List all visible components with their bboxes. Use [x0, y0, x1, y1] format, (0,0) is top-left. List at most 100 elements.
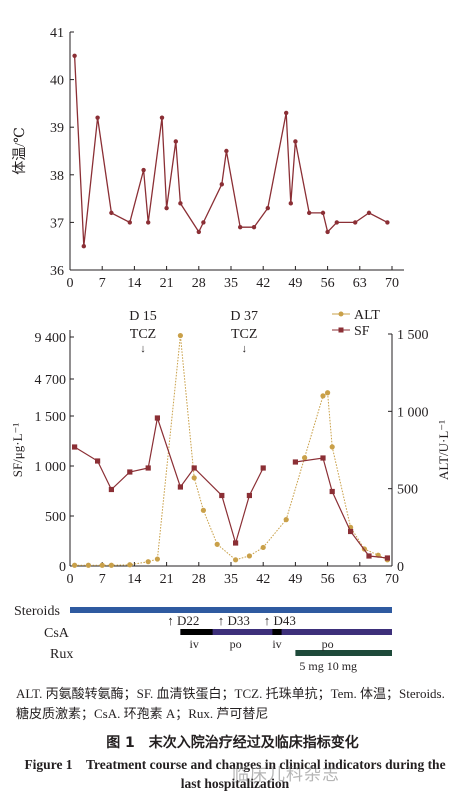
alt-data-point: [260, 544, 266, 551]
temp-data-point: [72, 53, 77, 58]
temp-y-tick-label: 37: [50, 216, 64, 231]
sf-data-point: [366, 553, 372, 559]
tcz-annotation-day: D 15: [129, 309, 157, 324]
temperature-chart: 36 37 38 39 40 41 0 7 14 21 28 35 42 49 56 63 70 体温/℃: [12, 26, 404, 291]
sf-series-line: [295, 457, 388, 559]
alt-data-point: [145, 559, 151, 565]
temp-x-tick-label: 35: [224, 276, 238, 291]
sf-x-tick-label: 42: [256, 572, 270, 587]
temp-data-point: [366, 210, 372, 216]
alt-data-point: [85, 562, 91, 568]
sf-x-tick-label: 14: [127, 572, 141, 587]
temp-data-point: [385, 220, 390, 225]
timeline-route-label: iv: [272, 637, 281, 651]
alt-data-point: [320, 393, 326, 399]
tcz-annotation-day: D 37: [230, 309, 258, 324]
temp-data-point: [325, 229, 330, 235]
sf-data-point: [329, 488, 335, 495]
temp-data-point: [251, 224, 257, 230]
sf-data-point: [260, 465, 266, 471]
figure-title-english: Figure 1 Treatment course and changes in…: [24, 757, 446, 791]
alt-series-line: [74, 335, 388, 566]
sf-y-tick-label: 1 500: [35, 410, 67, 425]
tcz-annotation-drug: TCZ: [231, 327, 257, 342]
sf-y-axis-label: SF/μg·L⁻¹: [10, 423, 25, 478]
alt-data-point: [325, 390, 331, 396]
alt-data-point: [154, 556, 160, 562]
sf-data-point: [292, 459, 298, 465]
alt-data-point: [99, 562, 105, 568]
timeline-bar: [70, 607, 392, 613]
timeline-row-label: Steroids: [14, 604, 60, 619]
alt-data-point: [233, 557, 239, 563]
temp-data-point: [146, 220, 151, 225]
alt-y-axis-label: ALT/U·L⁻¹: [436, 420, 451, 480]
temp-data-point: [320, 210, 326, 216]
timeline-day-marker: ↑ D43: [264, 613, 296, 628]
alt-y-tick-label: 1 500: [397, 328, 429, 343]
alt-data-point: [302, 455, 308, 461]
sf-data-point: [348, 528, 354, 535]
temp-data-point: [173, 139, 178, 144]
temp-data-point: [159, 115, 165, 120]
sf-data-point: [154, 415, 160, 421]
temp-data-point: [293, 139, 298, 144]
temp-data-point: [307, 210, 312, 216]
sf-data-point: [320, 455, 326, 461]
temp-data-point: [95, 115, 100, 120]
temp-data-point: [284, 110, 289, 116]
temp-data-point: [201, 220, 206, 225]
temp-data-point: [334, 220, 339, 225]
timeline-iv-block: [180, 629, 213, 635]
sf-x-tick-label: 35: [224, 572, 238, 587]
alt-data-point: [200, 507, 206, 513]
sf-y-tick-label: 1 000: [35, 460, 67, 475]
temp-x-tick-label: 21: [160, 276, 174, 291]
legend-alt-marker: [338, 311, 344, 317]
timeline-bar: [295, 650, 392, 656]
timeline-route-label: po: [230, 637, 242, 651]
sf-data-point: [108, 486, 114, 493]
sf-x-tick-label: 49: [288, 572, 302, 587]
treatment-timeline: Steroids CsA Rux ↑ D22 ↑ D33 ↑ D43 iv po iv po 5 m…: [14, 604, 392, 673]
timeline-iv-block: [272, 629, 282, 635]
legend-sf-marker: [338, 327, 344, 333]
temp-data-point: [109, 210, 114, 216]
sf-series-line: [74, 417, 264, 546]
timeline-route-label: po: [322, 637, 334, 651]
sf-x-tick-label: 70: [385, 572, 399, 587]
temp-data-point: [196, 229, 201, 235]
temp-y-tick-label: 38: [50, 169, 64, 184]
temp-series-line: [73, 55, 388, 247]
timeline-day-marker: ↑ D33: [218, 613, 250, 628]
sf-x-tick-label: 28: [192, 572, 206, 587]
sf-x-tick-label: 56: [321, 572, 335, 587]
temp-x-tick-label: 0: [67, 276, 74, 291]
temp-data-point: [265, 205, 270, 211]
tcz-annotation-arrow: ↓: [140, 343, 146, 355]
sf-data-point: [233, 540, 239, 546]
alt-data-point: [329, 444, 335, 450]
alt-y-tick-label: 1 000: [397, 405, 429, 420]
alt-data-point: [177, 332, 183, 339]
alt-data-point: [283, 517, 289, 523]
temp-data-point: [178, 201, 183, 206]
sf-data-point: [219, 492, 225, 499]
timeline-day-marker: ↑ D22: [167, 613, 199, 628]
tcz-annotation-arrow: ↓: [241, 343, 247, 355]
alt-data-point: [214, 541, 220, 547]
sf-y-tick-label: 9 400: [35, 331, 67, 346]
timeline-row-label: CsA: [44, 626, 70, 641]
alt-y-tick-label: 500: [397, 483, 418, 498]
sf-x-tick-label: 7: [99, 572, 106, 587]
sf-y-tick-label: 500: [45, 510, 66, 525]
alt-data-point: [191, 475, 197, 481]
alt-data-point: [72, 562, 78, 568]
sf-data-point: [177, 484, 183, 490]
temp-x-tick-label: 70: [385, 276, 399, 291]
sf-data-point: [384, 555, 390, 561]
timeline-bar: [180, 629, 392, 635]
temp-data-point: [353, 220, 358, 225]
